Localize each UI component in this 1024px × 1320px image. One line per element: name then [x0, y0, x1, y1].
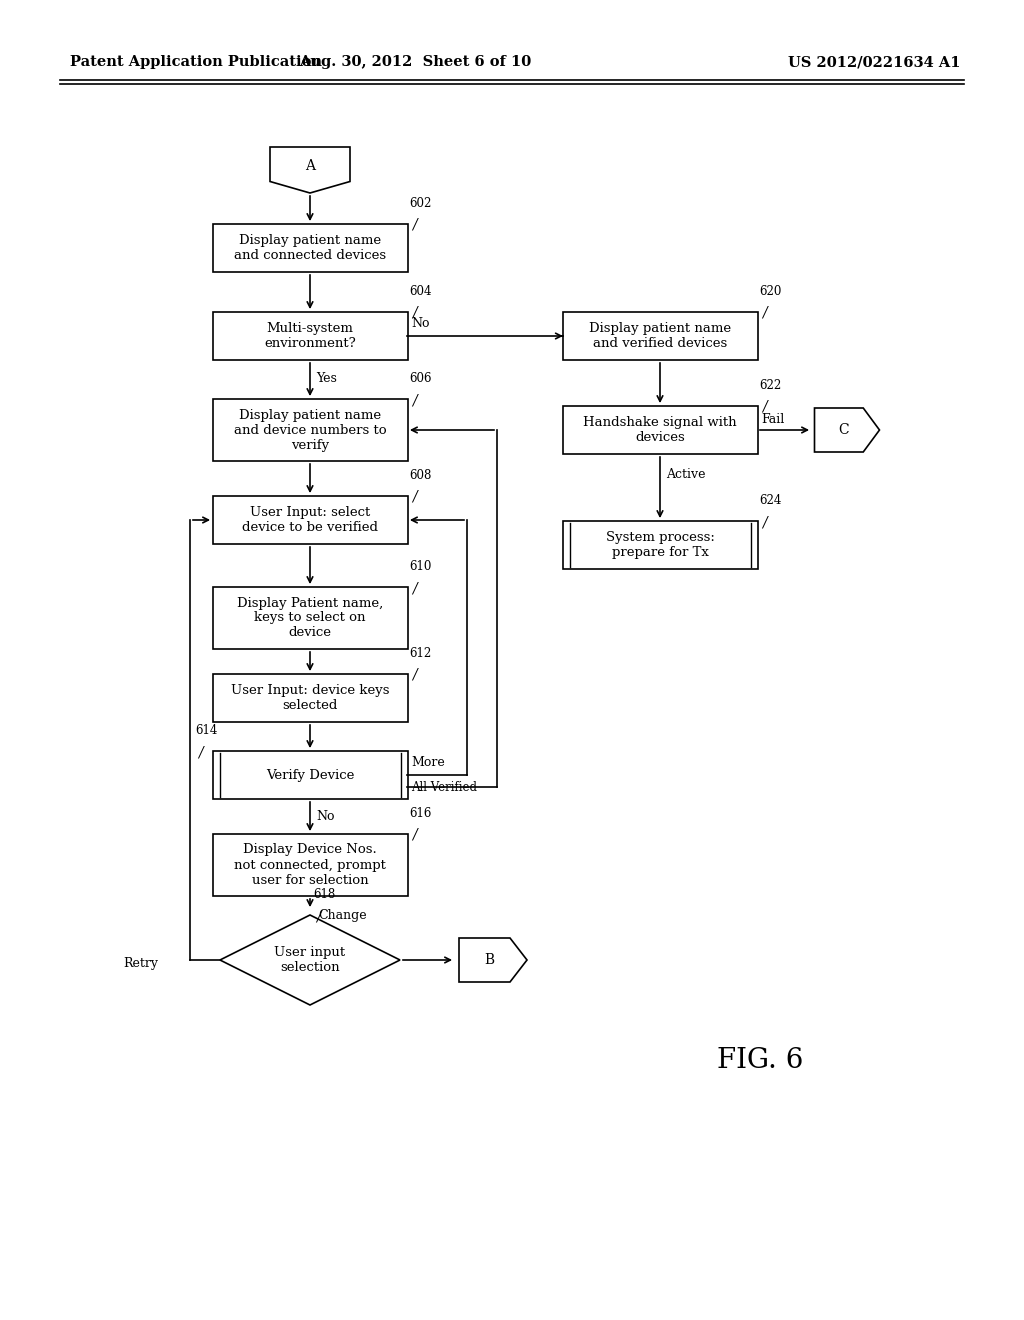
Text: Display patient name
and connected devices: Display patient name and connected devic…	[233, 234, 386, 261]
Text: /: /	[762, 400, 767, 414]
Text: Fail: Fail	[761, 413, 784, 426]
Polygon shape	[270, 147, 350, 193]
Text: Aug. 30, 2012  Sheet 6 of 10: Aug. 30, 2012 Sheet 6 of 10	[299, 55, 531, 69]
Text: 624: 624	[759, 494, 781, 507]
Text: 622: 622	[759, 379, 781, 392]
Text: 606: 606	[409, 372, 431, 385]
Text: User Input: device keys
selected: User Input: device keys selected	[230, 684, 389, 711]
Text: 608: 608	[409, 469, 431, 482]
Bar	[213, 675, 408, 722]
Text: 604: 604	[409, 285, 431, 298]
Bar	[213, 834, 408, 896]
Text: User Input: select
device to be verified: User Input: select device to be verified	[242, 506, 378, 535]
Text: Retry: Retry	[123, 957, 158, 970]
Polygon shape	[459, 939, 527, 982]
Text: US 2012/0221634 A1: US 2012/0221634 A1	[787, 55, 961, 69]
Text: Display Patient name,
keys to select on
device: Display Patient name, keys to select on …	[237, 597, 383, 639]
Text: FIG. 6: FIG. 6	[717, 1047, 803, 1073]
Text: All Verified: All Verified	[411, 781, 477, 795]
Text: No: No	[316, 810, 335, 824]
Polygon shape	[220, 915, 400, 1005]
Text: A: A	[305, 160, 315, 173]
Text: 610: 610	[409, 560, 431, 573]
Text: More: More	[411, 756, 444, 770]
Text: 614: 614	[195, 723, 217, 737]
Text: Display patient name
and device numbers to
verify: Display patient name and device numbers …	[233, 408, 386, 451]
Text: Display Device Nos.
not connected, prompt
user for selection: Display Device Nos. not connected, promp…	[234, 843, 386, 887]
Bar	[562, 407, 758, 454]
Bar	[562, 312, 758, 360]
Bar	[213, 587, 408, 649]
Text: Handshake signal with
devices: Handshake signal with devices	[584, 416, 737, 444]
Text: Verify Device: Verify Device	[266, 768, 354, 781]
Text: System process:
prepare for Tx: System process: prepare for Tx	[605, 531, 715, 558]
Text: No: No	[411, 317, 429, 330]
Text: /: /	[762, 515, 767, 529]
Text: /: /	[316, 909, 321, 923]
Text: /: /	[412, 490, 417, 504]
Text: Change: Change	[318, 909, 367, 921]
Bar	[213, 312, 408, 360]
Text: /: /	[412, 668, 417, 682]
Bar	[213, 496, 408, 544]
Text: B: B	[484, 953, 495, 968]
Text: 602: 602	[409, 197, 431, 210]
Text: 620: 620	[759, 285, 781, 298]
Text: 618: 618	[313, 888, 335, 902]
Text: 616: 616	[409, 807, 431, 820]
Text: Patent Application Publication: Patent Application Publication	[70, 55, 322, 69]
Text: /: /	[412, 581, 417, 595]
Bar	[213, 751, 408, 799]
Text: Active: Active	[666, 467, 706, 480]
Text: 612: 612	[409, 647, 431, 660]
Text: /: /	[412, 306, 417, 319]
Text: Yes: Yes	[316, 371, 337, 384]
Text: /: /	[412, 218, 417, 232]
Polygon shape	[814, 408, 880, 451]
Text: Display patient name
and verified devices: Display patient name and verified device…	[589, 322, 731, 350]
Bar	[562, 521, 758, 569]
Text: /: /	[198, 744, 203, 759]
Text: Multi-system
environment?: Multi-system environment?	[264, 322, 356, 350]
Text: /: /	[412, 393, 417, 407]
Text: User input
selection: User input selection	[274, 946, 345, 974]
Bar	[213, 399, 408, 461]
Bar	[213, 224, 408, 272]
Text: C: C	[839, 422, 849, 437]
Text: /: /	[412, 828, 417, 842]
Text: /: /	[762, 306, 767, 319]
